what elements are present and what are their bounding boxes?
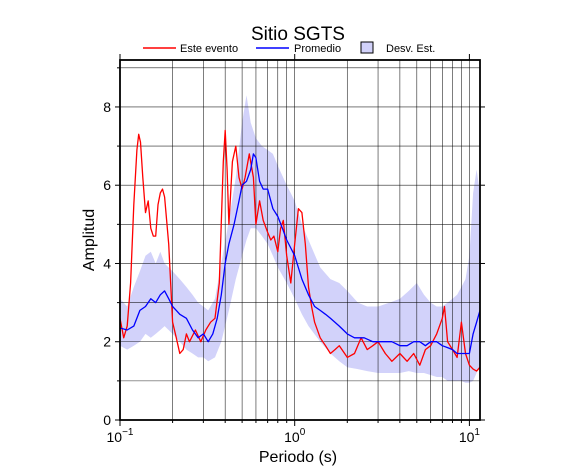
x-tick-label: 100 (284, 427, 306, 445)
std-dev-band-layer (120, 95, 480, 383)
legend-swatch (360, 41, 374, 54)
legend: Este evento Promedio Desv. Est. (143, 41, 435, 55)
y-tick-label: 0 (103, 412, 111, 428)
x-tick-label: 101 (459, 427, 481, 445)
series-layer (120, 129, 480, 372)
plot-frame (119, 59, 481, 421)
legend-label: Desv. Est. (386, 43, 435, 55)
ticks: 0 2 4 6 8 10−1 100 101 (103, 54, 485, 445)
chart-title: Sitio SGTS (251, 24, 345, 45)
x-tick-label: 10−1 (107, 427, 134, 445)
grid (120, 60, 480, 420)
y-axis-label: Amplitud (81, 209, 98, 271)
legend-label: Este evento (180, 43, 238, 55)
y-tick-label: 6 (103, 177, 111, 193)
x-axis-label: Periodo (s) (259, 449, 337, 466)
y-tick-label: 4 (103, 255, 111, 271)
y-tick-label: 8 (103, 99, 111, 115)
series-line-este-evento (120, 129, 480, 372)
std-dev-band (120, 95, 480, 383)
legend-label: Promedio (294, 43, 341, 55)
series-line-promedio (120, 153, 480, 355)
y-tick-label: 2 (103, 334, 111, 350)
